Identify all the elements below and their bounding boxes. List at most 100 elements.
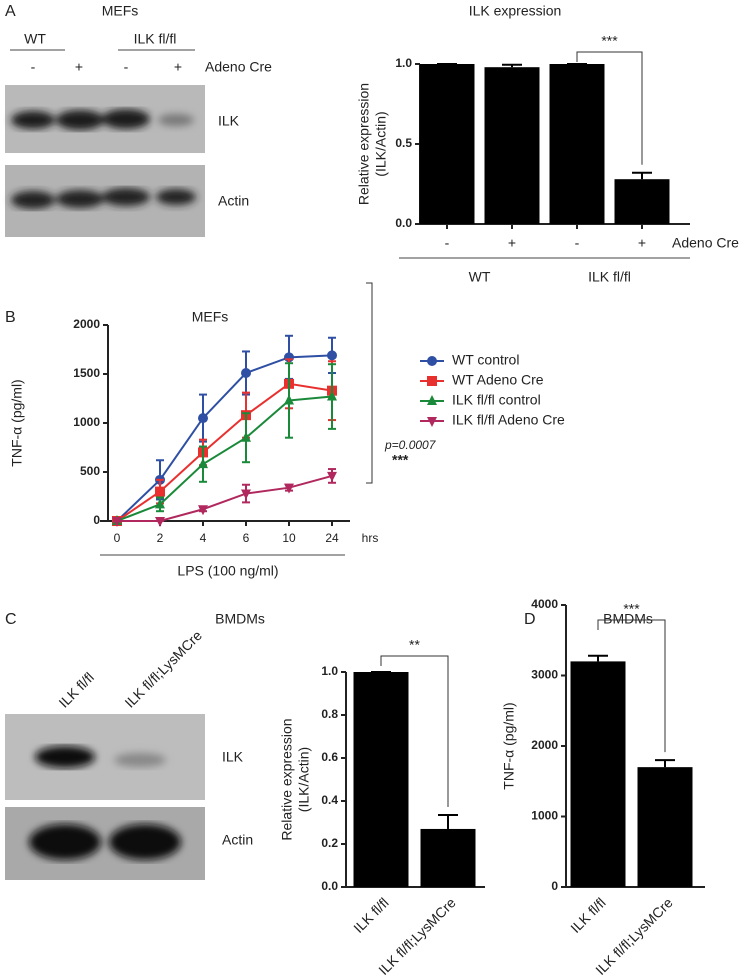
y-tick-label: 0.0 <box>395 216 412 230</box>
p-value: p=0.0007 <box>384 438 437 452</box>
chart-title: BMDMs <box>603 611 653 627</box>
lane-label: ILK fl/fl;LysMCre <box>121 627 205 711</box>
series-line <box>117 474 333 522</box>
marker <box>284 483 294 494</box>
marker <box>327 471 337 482</box>
x-tick-label: - <box>445 235 450 251</box>
series-line <box>116 354 333 522</box>
marker <box>155 517 165 527</box>
y-axis-label: TNF-α (pg/ml) <box>501 702 517 789</box>
legend-label: ILK fl/fl Adeno Cre <box>452 412 565 428</box>
y-axis-label: (ILK/Actin) <box>296 747 312 812</box>
y-axis-label: TNF-α (pg/ml) <box>9 379 25 466</box>
y-tick-label: 3000 <box>531 668 558 682</box>
chart-title: ILK expression <box>469 3 562 19</box>
blot-title: MEFs <box>102 3 139 19</box>
legend-label: WT control <box>452 352 519 368</box>
x-tick-label: 24 <box>325 531 339 545</box>
chart-title: BMDMs <box>215 611 265 627</box>
group-label: ILK fl/fl <box>588 269 631 285</box>
x-tick-label: + <box>508 235 516 251</box>
panel-letter: A <box>5 3 16 20</box>
marker <box>427 376 437 386</box>
bar <box>614 179 670 224</box>
y-tick-label: 2000 <box>531 738 558 752</box>
marker <box>284 394 294 405</box>
bar <box>353 672 409 887</box>
significance-bracket <box>366 282 373 484</box>
marker <box>241 368 251 379</box>
significance-bracket <box>380 655 449 807</box>
y-tick-label: 1500 <box>73 366 100 380</box>
series-line <box>116 382 333 522</box>
bar <box>484 67 540 224</box>
significance-bracket <box>576 51 643 165</box>
marker <box>198 505 208 516</box>
bar <box>419 64 475 224</box>
significance: ** <box>409 637 420 653</box>
legend-label: ILK fl/fl control <box>452 392 541 408</box>
bar <box>420 828 476 887</box>
marker <box>155 498 165 509</box>
marker <box>427 395 437 405</box>
x-tick-label: 4 <box>200 531 207 545</box>
x-axis-label: Adeno Cre <box>672 235 739 251</box>
y-tick-label: 1000 <box>531 809 558 823</box>
marker <box>427 417 437 427</box>
blot-row-label: Actin <box>218 193 249 209</box>
y-tick-label: 0.2 <box>321 836 338 850</box>
marker <box>241 489 251 500</box>
marker <box>198 413 208 424</box>
x-unit: hrs <box>362 531 379 545</box>
chart-title: MEFs <box>192 309 229 325</box>
y-axis-label: Relative expression <box>356 83 372 205</box>
marker <box>241 431 251 442</box>
blot-row-label: ILK <box>222 749 244 765</box>
y-tick-label: 0.5 <box>395 136 412 150</box>
panel-letter: B <box>5 309 16 326</box>
y-tick-label: 0.4 <box>321 793 338 807</box>
legend-label: WT Adeno Cre <box>452 372 544 388</box>
lane-label: + <box>174 59 182 75</box>
marker <box>155 486 165 497</box>
y-axis-label: (ILK/Actin) <box>373 111 389 176</box>
y-tick-label: 0 <box>551 879 558 893</box>
y-tick-label: 0.8 <box>321 707 338 721</box>
significance: *** <box>601 33 618 49</box>
lane-label: - <box>124 59 129 75</box>
series-line <box>116 395 333 522</box>
panel-letter: C <box>5 611 17 628</box>
y-tick-label: 0.0 <box>321 879 338 893</box>
treatment-label: Adeno Cre <box>205 59 272 75</box>
marker <box>327 390 337 401</box>
bar <box>637 767 693 887</box>
y-tick-label: 4000 <box>531 597 558 611</box>
x-tick-label: 0 <box>114 531 121 545</box>
blot-bands <box>11 188 196 209</box>
x-tick-label: 10 <box>282 531 296 545</box>
y-tick-label: 500 <box>80 464 100 478</box>
blot-bands <box>29 824 181 860</box>
marker <box>112 517 122 527</box>
significance: *** <box>392 452 409 468</box>
y-axis-label: Relative expression <box>279 718 295 840</box>
x-tick-label: ILK fl/fl <box>350 894 392 936</box>
lane-label: + <box>75 59 83 75</box>
group-label: WT <box>469 269 491 285</box>
y-tick-label: 0.6 <box>321 750 338 764</box>
x-axis-label: LPS (100 ng/ml) <box>177 563 278 579</box>
bar <box>549 64 605 224</box>
x-tick-label: 6 <box>243 531 250 545</box>
y-tick-label: 0 <box>93 513 100 527</box>
marker <box>427 356 437 366</box>
y-tick-label: 2000 <box>73 317 100 331</box>
y-tick-label: 1000 <box>73 415 100 429</box>
blot-row-label: Actin <box>222 832 253 848</box>
y-tick-label: 1.0 <box>395 56 412 70</box>
panel-letter: D <box>524 611 536 628</box>
blot-group: ILK fl/fl <box>134 31 177 47</box>
x-tick-label: ILK fl/fl <box>567 894 609 936</box>
x-tick-label: - <box>575 235 580 251</box>
blot-bands <box>35 746 166 768</box>
